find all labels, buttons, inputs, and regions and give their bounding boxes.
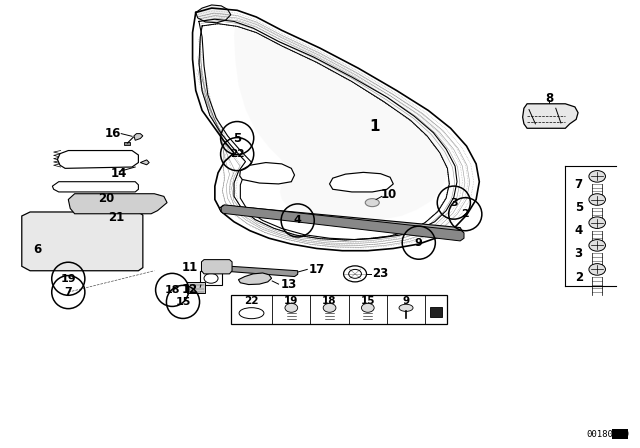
Text: 3: 3 <box>575 247 583 260</box>
Circle shape <box>35 255 42 260</box>
Polygon shape <box>52 182 138 192</box>
Text: 9: 9 <box>403 296 410 306</box>
Polygon shape <box>204 16 449 222</box>
Bar <box>188 282 205 293</box>
Ellipse shape <box>365 198 380 207</box>
Polygon shape <box>239 273 271 284</box>
Polygon shape <box>22 212 143 271</box>
Text: 14: 14 <box>111 167 127 180</box>
Text: 2: 2 <box>461 209 469 219</box>
Text: 2: 2 <box>575 271 583 284</box>
Text: 4: 4 <box>575 224 583 237</box>
Text: 17: 17 <box>308 263 324 276</box>
Text: 7: 7 <box>65 287 72 297</box>
Circle shape <box>589 217 605 228</box>
Polygon shape <box>68 194 167 214</box>
Text: 1: 1 <box>369 119 380 134</box>
Polygon shape <box>240 163 294 184</box>
Text: 11: 11 <box>181 261 198 274</box>
Text: 6: 6 <box>33 243 42 256</box>
Text: 21: 21 <box>108 211 125 224</box>
Polygon shape <box>202 260 232 274</box>
Circle shape <box>323 303 336 312</box>
Circle shape <box>362 303 374 312</box>
Circle shape <box>589 263 605 275</box>
Circle shape <box>248 310 255 316</box>
Ellipse shape <box>399 304 413 311</box>
Bar <box>430 307 442 317</box>
Bar <box>612 429 628 439</box>
Text: 4: 4 <box>294 215 301 225</box>
Circle shape <box>35 235 42 240</box>
Text: 10: 10 <box>381 188 397 201</box>
Text: 12: 12 <box>181 284 198 297</box>
Text: 19: 19 <box>61 274 76 284</box>
Polygon shape <box>330 172 394 192</box>
Text: 20: 20 <box>99 192 115 205</box>
Text: 7: 7 <box>575 178 583 191</box>
Text: 5: 5 <box>233 132 241 145</box>
Polygon shape <box>523 104 578 128</box>
Circle shape <box>35 215 42 220</box>
Text: 18: 18 <box>323 296 337 306</box>
Polygon shape <box>140 160 149 165</box>
Text: 5: 5 <box>575 201 583 214</box>
Polygon shape <box>220 205 463 238</box>
Circle shape <box>285 303 298 312</box>
Text: 13: 13 <box>280 279 297 292</box>
Polygon shape <box>221 205 464 241</box>
Text: 16: 16 <box>105 127 121 140</box>
Text: 3: 3 <box>450 198 458 207</box>
Text: 22: 22 <box>230 149 244 159</box>
Polygon shape <box>134 134 143 140</box>
Text: 15: 15 <box>175 297 191 307</box>
Polygon shape <box>228 266 298 276</box>
Circle shape <box>589 171 605 182</box>
Text: 00180580: 00180580 <box>586 430 629 439</box>
Polygon shape <box>196 5 231 23</box>
Bar <box>200 271 222 285</box>
Text: 22: 22 <box>244 296 259 306</box>
Text: 19: 19 <box>284 296 298 306</box>
Polygon shape <box>58 151 138 168</box>
Text: 8: 8 <box>545 91 554 104</box>
Text: 18: 18 <box>164 285 180 295</box>
Bar <box>124 142 130 145</box>
Circle shape <box>589 240 605 251</box>
Text: 9: 9 <box>415 238 422 248</box>
Circle shape <box>589 194 605 205</box>
Text: 15: 15 <box>360 296 375 306</box>
Text: 23: 23 <box>372 267 388 280</box>
Bar <box>231 295 447 324</box>
